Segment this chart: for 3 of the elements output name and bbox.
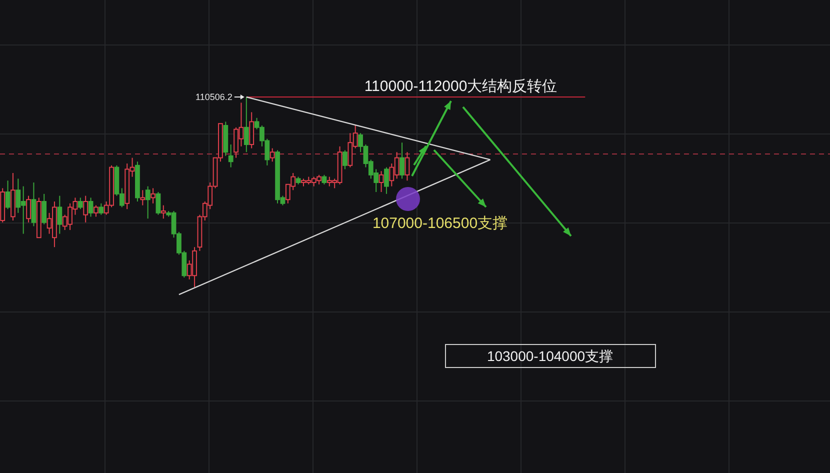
annotation: 103000-104000支撑 <box>486 348 614 364</box>
annotation: 110506.2 <box>196 92 232 102</box>
annotation: 107000-106500支撑 <box>372 215 508 232</box>
